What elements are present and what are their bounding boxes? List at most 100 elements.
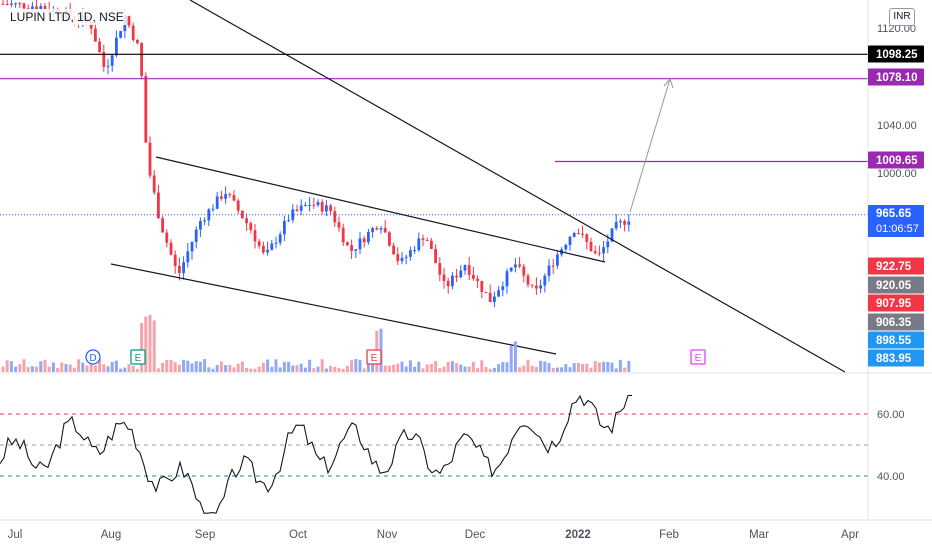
rsi-panel[interactable]: 60.00 40.00 [0, 394, 905, 514]
price-label-box[interactable] [868, 257, 924, 275]
candle-body [572, 233, 576, 237]
price-label-box[interactable] [868, 151, 924, 169]
earnings-marker[interactable] [366, 349, 382, 365]
volume-bar [85, 365, 89, 372]
volume-bar [114, 360, 118, 372]
price-label-box[interactable] [868, 68, 924, 86]
candle-body [354, 249, 358, 251]
volume-bar [308, 359, 312, 372]
candle-body [325, 205, 328, 212]
volume-bar [509, 345, 513, 372]
price-label-box[interactable] [868, 205, 924, 237]
candle-body [547, 265, 551, 276]
candle-body [39, 6, 43, 10]
volume-bar [198, 361, 202, 372]
volume-bar [287, 361, 291, 372]
candle-body [207, 209, 211, 221]
candle-body [337, 222, 341, 228]
volume-bar [497, 364, 501, 372]
volume-bar [383, 365, 387, 372]
candle-body [358, 238, 362, 250]
volume-bar [589, 367, 593, 372]
candle-body [530, 284, 534, 286]
candle-body [539, 285, 542, 289]
earnings-marker[interactable] [690, 349, 706, 365]
volume-bar [576, 362, 580, 372]
dividend-marker[interactable] [85, 349, 101, 365]
trendline-drawings[interactable] [0, 0, 868, 373]
candle-body [472, 274, 475, 279]
candle-body [350, 245, 353, 251]
candle-body [173, 254, 177, 267]
candle-body [421, 238, 425, 240]
price-label-box[interactable] [868, 45, 924, 63]
price-tick-label: 1000.00 [877, 168, 917, 180]
volume-bar [135, 368, 139, 372]
price-label-box[interactable] [868, 349, 924, 367]
candle-body [245, 218, 248, 224]
volume-bar [413, 366, 417, 372]
volume-bar [484, 367, 488, 372]
candle-body [493, 296, 496, 302]
price-label-text: 1009.65 [876, 155, 918, 167]
volume-bar [341, 368, 345, 372]
candle-body [127, 16, 131, 26]
volume-bar [173, 362, 177, 372]
candle-body [409, 250, 412, 257]
channel-lower-line[interactable] [110, 263, 557, 355]
candle-body [232, 195, 236, 201]
volume-bar [106, 366, 110, 372]
volume-bar [421, 368, 425, 372]
price-label-box[interactable] [868, 331, 924, 349]
volume-bar [597, 362, 601, 372]
price-label-box[interactable] [868, 294, 924, 312]
candle-body [509, 267, 513, 272]
candle-body [341, 227, 345, 243]
long-downtrend-line[interactable] [189, 0, 846, 373]
volume-bar [446, 362, 450, 372]
candle-body [203, 220, 206, 222]
volume-bar [35, 366, 39, 372]
price-label-text: 906.35 [876, 317, 912, 329]
candle-body [43, 6, 47, 10]
volume-bar [207, 367, 211, 372]
price-label-text: 1098.25 [876, 49, 918, 61]
volume-bar [518, 367, 522, 372]
candle-body [488, 292, 492, 302]
price-panel[interactable] [1, 0, 631, 308]
candle-body [451, 275, 454, 287]
volume-bar [261, 362, 265, 372]
candle-body [459, 270, 463, 278]
breakout-arrow-line[interactable] [629, 78, 671, 213]
channel-upper-line[interactable] [155, 156, 606, 263]
candle-body [178, 266, 181, 273]
candle-body [522, 266, 526, 276]
candle-body [253, 230, 257, 242]
volume-bar [324, 368, 328, 372]
volume-bar [425, 364, 429, 372]
candle-body [194, 229, 198, 242]
price-label-box[interactable] [868, 313, 924, 331]
currency-button[interactable]: INR [889, 8, 915, 26]
volume-bar [312, 368, 316, 372]
rsi-line[interactable] [0, 394, 633, 514]
candle-body [274, 242, 278, 244]
volume-bar [400, 361, 404, 372]
candle-body [152, 175, 156, 193]
price-tick-label: 1040.00 [877, 120, 917, 132]
earnings-marker[interactable] [130, 349, 146, 365]
candle-body [161, 218, 164, 233]
volume-bar [455, 363, 459, 372]
volume-bar [77, 359, 81, 372]
volume-bar [282, 361, 286, 372]
time-axis[interactable]: Jul Aug Sep Oct Nov Dec 2022 Feb Mar Apr [0, 519, 932, 541]
price-tick-label: 1120.00 [877, 23, 916, 35]
price-axis[interactable]: 1120.00 1040.00 1000.00 1098.25 1078.10 1009.… [867, 0, 924, 520]
volume-bar [161, 362, 165, 372]
price-label-box[interactable] [868, 276, 924, 294]
breakout-arrow-head [663, 78, 674, 89]
candle-body [606, 241, 610, 248]
volume-bar [534, 366, 538, 372]
